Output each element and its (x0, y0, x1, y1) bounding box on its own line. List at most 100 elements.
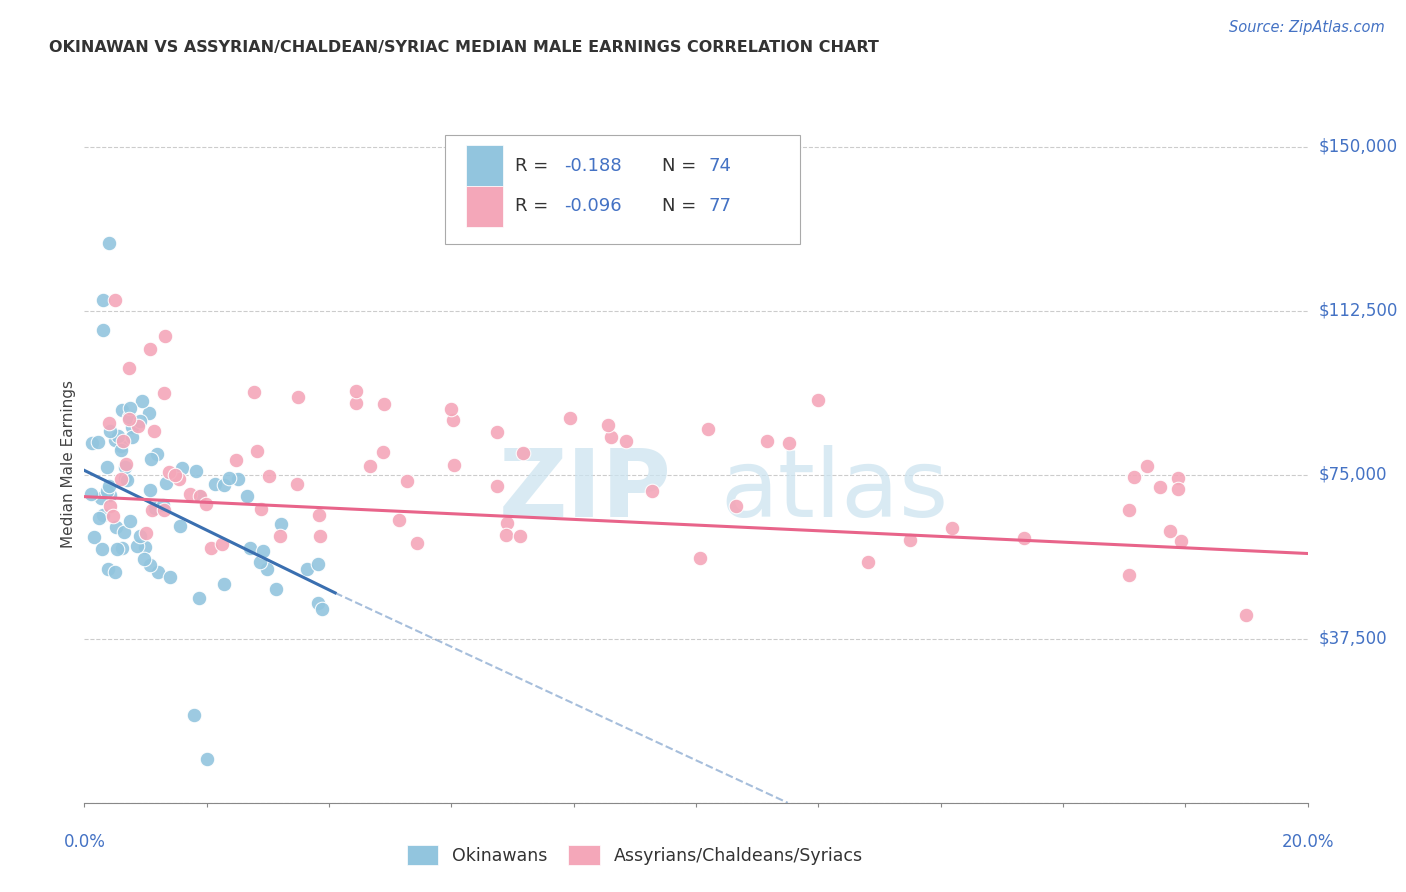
Point (145, 501, 167, 516)
Point (1118, 567, 1140, 582)
Point (252, 543, 274, 558)
Point (560, 411, 582, 425)
Point (118, 401, 141, 415)
Point (139, 483, 162, 497)
Point (155, 476, 177, 491)
Point (287, 390, 309, 404)
Point (308, 508, 330, 522)
Point (139, 452, 162, 467)
Point (98, 500, 121, 514)
Legend: Okinawans, Assyrians/Chaldeans/Syriacs: Okinawans, Assyrians/Chaldeans/Syriacs (401, 838, 869, 872)
Point (114, 471, 136, 485)
Point (1149, 480, 1171, 494)
Text: atlas: atlas (720, 445, 949, 537)
Point (127, 419, 149, 434)
Point (139, 558, 162, 573)
Bar (465, 186, 503, 227)
Point (188, 489, 211, 503)
Point (103, 508, 125, 523)
Point (121, 430, 143, 444)
Point (307, 596, 329, 610)
Point (87, 434, 110, 449)
Point (359, 458, 381, 473)
Point (163, 468, 186, 483)
Point (696, 421, 718, 435)
Point (509, 529, 531, 543)
Point (107, 429, 129, 443)
Point (103, 565, 125, 579)
Point (344, 396, 367, 410)
Point (264, 582, 287, 596)
Point (204, 476, 226, 491)
Point (1118, 503, 1140, 517)
Point (373, 397, 395, 411)
Point (152, 503, 174, 517)
Point (485, 479, 508, 493)
Point (183, 708, 205, 723)
Text: ZIP: ZIP (499, 445, 672, 537)
Point (96, 459, 118, 474)
Point (246, 444, 269, 458)
Point (440, 402, 463, 417)
Text: $112,500: $112,500 (1319, 301, 1398, 319)
Point (344, 384, 367, 398)
Point (139, 342, 162, 356)
Point (110, 403, 132, 417)
Point (941, 521, 963, 535)
Point (97, 235, 120, 250)
Point (91, 293, 114, 307)
Point (169, 472, 191, 486)
Point (146, 566, 169, 580)
Point (98, 488, 121, 502)
Point (146, 447, 169, 461)
Point (443, 458, 465, 472)
Point (112, 525, 135, 540)
Text: R =: R = (515, 157, 554, 175)
Point (778, 435, 800, 450)
Point (129, 529, 152, 543)
Point (1170, 533, 1192, 548)
Point (111, 541, 134, 556)
Point (153, 329, 176, 343)
Point (243, 385, 266, 400)
Text: N =: N = (662, 197, 702, 215)
Point (79, 487, 101, 501)
Point (395, 475, 418, 489)
Text: 74: 74 (709, 157, 731, 175)
Point (641, 484, 664, 499)
Point (249, 555, 271, 569)
Point (104, 520, 127, 534)
Point (1167, 471, 1189, 485)
Point (98, 479, 121, 493)
FancyBboxPatch shape (446, 135, 800, 244)
Point (616, 434, 638, 449)
Point (188, 489, 211, 503)
Point (125, 539, 148, 553)
Point (80, 436, 103, 450)
Point (97, 562, 120, 576)
Point (226, 472, 249, 486)
Point (110, 472, 132, 486)
Point (285, 477, 308, 491)
Text: $75,000: $75,000 (1319, 466, 1388, 483)
Point (249, 502, 271, 516)
Point (141, 502, 163, 516)
Point (211, 537, 233, 551)
Point (218, 470, 240, 484)
Point (104, 433, 127, 447)
Point (309, 529, 332, 543)
Bar (465, 145, 503, 186)
Text: $37,500: $37,500 (1319, 630, 1388, 648)
Y-axis label: Median Male Earnings: Median Male Earnings (60, 380, 76, 548)
Point (1159, 524, 1181, 539)
Text: Source: ZipAtlas.com: Source: ZipAtlas.com (1229, 20, 1385, 35)
Point (97, 416, 120, 430)
Point (1123, 469, 1146, 483)
Text: OKINAWAN VS ASSYRIAN/CHALDEAN/SYRIAC MEDIAN MALE EARNINGS CORRELATION CHART: OKINAWAN VS ASSYRIAN/CHALDEAN/SYRIAC MED… (49, 40, 879, 55)
Point (121, 420, 143, 434)
Point (152, 498, 174, 512)
Point (256, 561, 278, 575)
Text: 77: 77 (709, 197, 731, 215)
Point (117, 473, 139, 487)
Point (512, 446, 534, 460)
